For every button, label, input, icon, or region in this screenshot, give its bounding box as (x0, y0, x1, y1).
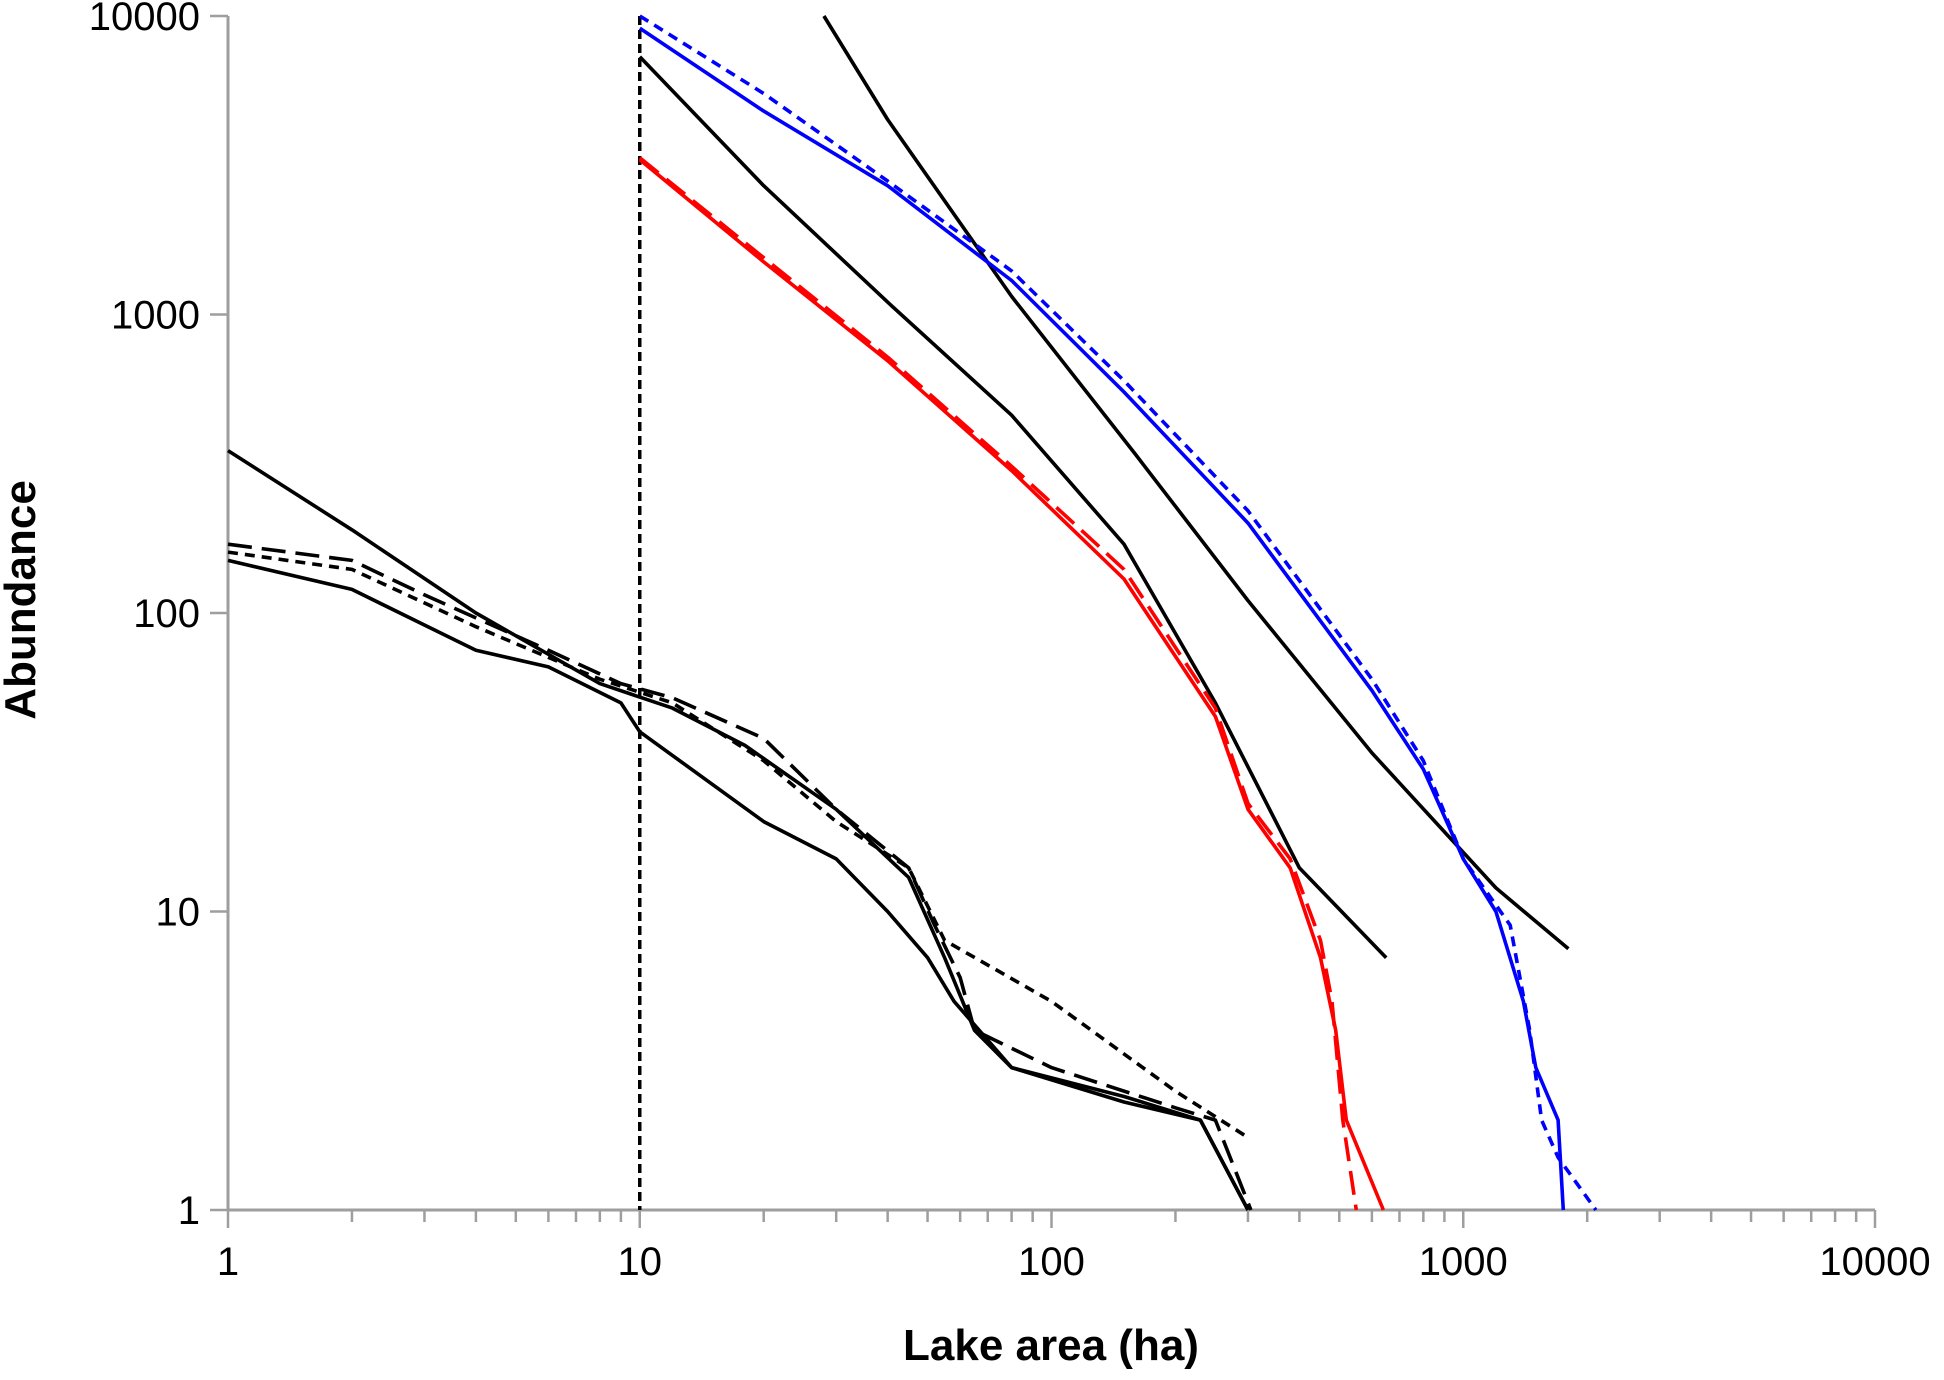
series-line-7 (638, 158, 1386, 1211)
y-tick-label: 1 (178, 1189, 200, 1233)
y-tick-label: 10 (156, 891, 201, 935)
series-line-9 (638, 26, 1566, 1211)
series-line-1 (227, 449, 1250, 1211)
series-line-4 (227, 550, 1249, 1140)
x-tick-labels: 1 10 100 1000 10000 (217, 1240, 1931, 1284)
x-tick-label: 1 (217, 1240, 239, 1284)
axes: 1 10 100 1000 10000 1 10 100 1000 10000 (89, 0, 1931, 1284)
series-line-8 (638, 156, 1359, 1211)
y-tick-label: 100 (133, 592, 200, 636)
y-tick-label: 1000 (111, 294, 200, 338)
x-ticks (226, 1210, 1877, 1228)
series-line-10 (638, 14, 1598, 1212)
x-tick-label: 100 (1018, 1240, 1085, 1284)
x-tick-label: 10 (618, 1240, 663, 1284)
y-ticks (210, 14, 228, 1212)
y-tick-labels: 1 10 100 1000 10000 (89, 0, 200, 1233)
y-tick-label: 10000 (89, 0, 200, 39)
x-axis-title: Lake area (ha) (903, 1321, 1199, 1370)
series-line-6 (822, 15, 1570, 951)
x-tick-label: 1000 (1419, 1240, 1508, 1284)
series-line-3 (227, 542, 1253, 1211)
series-group (227, 14, 1598, 1212)
y-axis-title: Abundance (0, 480, 45, 720)
series-line-2 (227, 558, 1250, 1211)
x-tick-label: 10000 (1819, 1240, 1930, 1284)
series-line-5 (638, 55, 1388, 959)
